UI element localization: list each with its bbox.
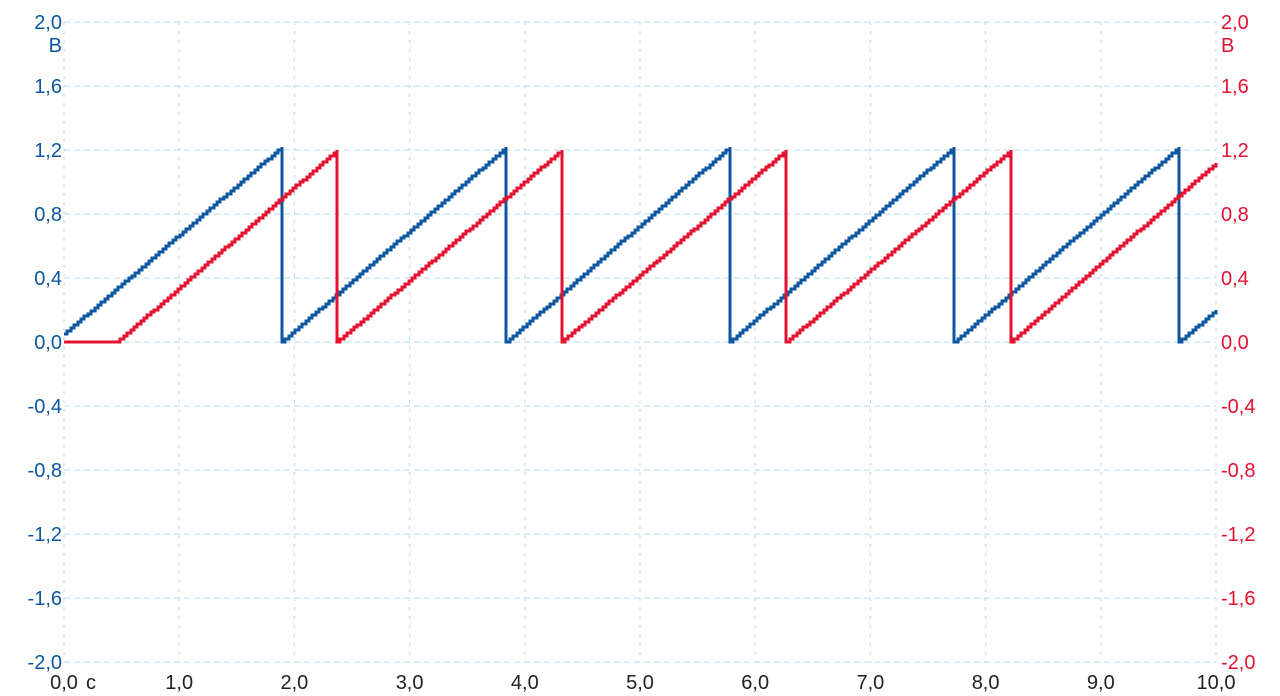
y-tick-label-left: -0,4 xyxy=(28,396,62,418)
y-tick-label-left: 0,8 xyxy=(34,204,62,226)
y-tick-label-left: -2,0 xyxy=(28,652,62,674)
series-channel-1-sawtooth-blue xyxy=(64,147,1218,344)
y-tick-label-left: 1,2 xyxy=(34,140,62,162)
x-axis-unit: с xyxy=(86,672,96,694)
y-tick-label-right: -2,0 xyxy=(1221,652,1255,674)
y-tick-label-right: -1,6 xyxy=(1221,588,1255,610)
x-tick-label: 9,0 xyxy=(1087,672,1115,694)
y-tick-label-right: 2,0 xyxy=(1221,12,1249,34)
x-tick-label: 4,0 xyxy=(511,672,539,694)
y-tick-label-left: 1,6 xyxy=(34,76,62,98)
y-tick-label-right: 1,2 xyxy=(1221,140,1249,162)
y-tick-label-left: 0,4 xyxy=(34,268,62,290)
y-tick-label-right: 1,6 xyxy=(1221,76,1249,98)
y-tick-label-left: -1,6 xyxy=(28,588,62,610)
x-tick-label: 6,0 xyxy=(741,672,769,694)
y-tick-label-right: -0,8 xyxy=(1221,460,1255,482)
series-channel-2-sawtooth-red xyxy=(64,150,1218,344)
x-tick-label: 8,0 xyxy=(972,672,1000,694)
y-tick-label-left: 0,0 xyxy=(34,332,62,354)
x-tick-label: 1,0 xyxy=(165,672,193,694)
x-tick-label: 10,0 xyxy=(1197,672,1236,694)
x-tick-label: 0,0 xyxy=(50,672,78,694)
y-tick-label-right: -0,4 xyxy=(1221,396,1255,418)
y-axis-unit-left: В xyxy=(49,35,62,57)
y-tick-label-right: 0,8 xyxy=(1221,204,1249,226)
x-tick-label: 7,0 xyxy=(856,672,884,694)
y-tick-label-left: -1,2 xyxy=(28,524,62,546)
y-axis-unit-right: В xyxy=(1221,35,1234,57)
y-tick-label-left: 2,0 xyxy=(34,12,62,34)
y-tick-label-right: 0,4 xyxy=(1221,268,1249,290)
x-tick-label: 3,0 xyxy=(396,672,424,694)
x-tick-label: 5,0 xyxy=(626,672,654,694)
y-tick-label-right: 0,0 xyxy=(1221,332,1249,354)
y-tick-label-right: -1,2 xyxy=(1221,524,1255,546)
x-tick-label: 2,0 xyxy=(280,672,308,694)
y-tick-label-left: -0,8 xyxy=(28,460,62,482)
